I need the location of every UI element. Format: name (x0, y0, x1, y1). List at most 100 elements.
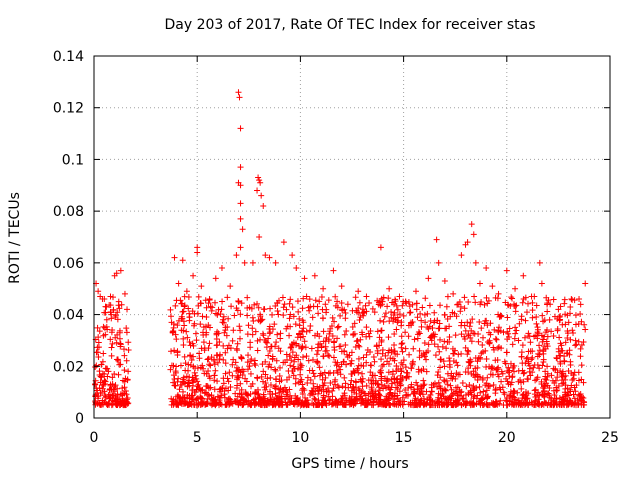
data-point (353, 390, 360, 397)
data-point (355, 355, 362, 362)
data-point (188, 392, 195, 399)
data-point (376, 334, 383, 341)
data-point (120, 402, 127, 409)
x-tick-label: 15 (395, 430, 413, 446)
data-point (237, 125, 244, 132)
data-point (398, 322, 405, 329)
data-point (476, 383, 483, 390)
data-point (259, 316, 266, 323)
data-point (311, 373, 318, 380)
data-point (205, 355, 212, 362)
data-point (254, 300, 261, 307)
data-point (376, 399, 383, 406)
data-point (556, 334, 563, 341)
data-point (343, 351, 350, 358)
data-point (385, 295, 392, 302)
data-point (356, 387, 363, 394)
data-point (287, 392, 294, 399)
data-point (519, 299, 526, 306)
data-point (272, 367, 279, 374)
data-point (471, 293, 478, 300)
data-point (114, 309, 121, 316)
data-point (415, 366, 422, 373)
data-point (418, 388, 425, 395)
data-point (294, 395, 301, 402)
data-point (342, 342, 349, 349)
data-point (531, 387, 538, 394)
data-point (116, 327, 123, 334)
data-point (368, 362, 375, 369)
data-point (278, 377, 285, 384)
data-point (363, 324, 370, 331)
data-point (227, 345, 234, 352)
data-point (518, 385, 525, 392)
data-point (244, 331, 251, 338)
data-point (370, 354, 377, 361)
data-point (435, 369, 442, 376)
data-point (410, 358, 417, 365)
data-point (190, 272, 197, 279)
data-point (577, 301, 584, 308)
data-point (503, 267, 510, 274)
data-point (577, 345, 584, 352)
data-point (467, 334, 474, 341)
data-point (177, 381, 184, 388)
data-point (349, 307, 356, 314)
data-point (258, 192, 265, 199)
data-point (510, 390, 517, 397)
data-point (449, 345, 456, 352)
data-point (448, 402, 455, 409)
y-tick-label: 0.1 (62, 152, 84, 168)
data-point (206, 296, 213, 303)
data-point (486, 329, 493, 336)
data-point (383, 378, 390, 385)
data-point (521, 334, 528, 341)
data-point (238, 300, 245, 307)
data-point (108, 344, 115, 351)
data-point (237, 380, 244, 387)
data-point (197, 300, 204, 307)
data-point (222, 349, 229, 356)
data-point (325, 385, 332, 392)
data-point (354, 337, 361, 344)
data-point (359, 383, 366, 390)
data-point (379, 347, 386, 354)
data-point (322, 301, 329, 308)
data-point (213, 335, 220, 342)
data-point (284, 401, 291, 408)
data-point (505, 369, 512, 376)
data-point (280, 239, 287, 246)
data-point (313, 351, 320, 358)
data-point (529, 348, 536, 355)
data-point (336, 398, 343, 405)
data-point (452, 375, 459, 382)
data-point (316, 364, 323, 371)
data-point (320, 392, 327, 399)
data-point (113, 402, 120, 409)
data-point (102, 399, 109, 406)
data-point (203, 313, 210, 320)
data-point (263, 344, 270, 351)
y-tick-label: 0.04 (53, 308, 84, 324)
data-point (408, 365, 415, 372)
data-point (220, 316, 227, 323)
data-point (442, 387, 449, 394)
data-point (249, 331, 256, 338)
data-point (296, 322, 303, 329)
data-point (278, 401, 285, 408)
data-point (541, 383, 548, 390)
data-point (413, 306, 420, 313)
data-point (377, 244, 384, 251)
data-point (417, 310, 424, 317)
data-point (518, 313, 525, 320)
data-point (462, 392, 469, 399)
data-point (119, 385, 126, 392)
data-point (575, 321, 582, 328)
data-point (371, 358, 378, 365)
data-point (225, 387, 232, 394)
data-point (426, 302, 433, 309)
data-point (461, 335, 468, 342)
data-point (567, 303, 574, 310)
data-point (92, 364, 99, 371)
data-point (124, 394, 131, 401)
